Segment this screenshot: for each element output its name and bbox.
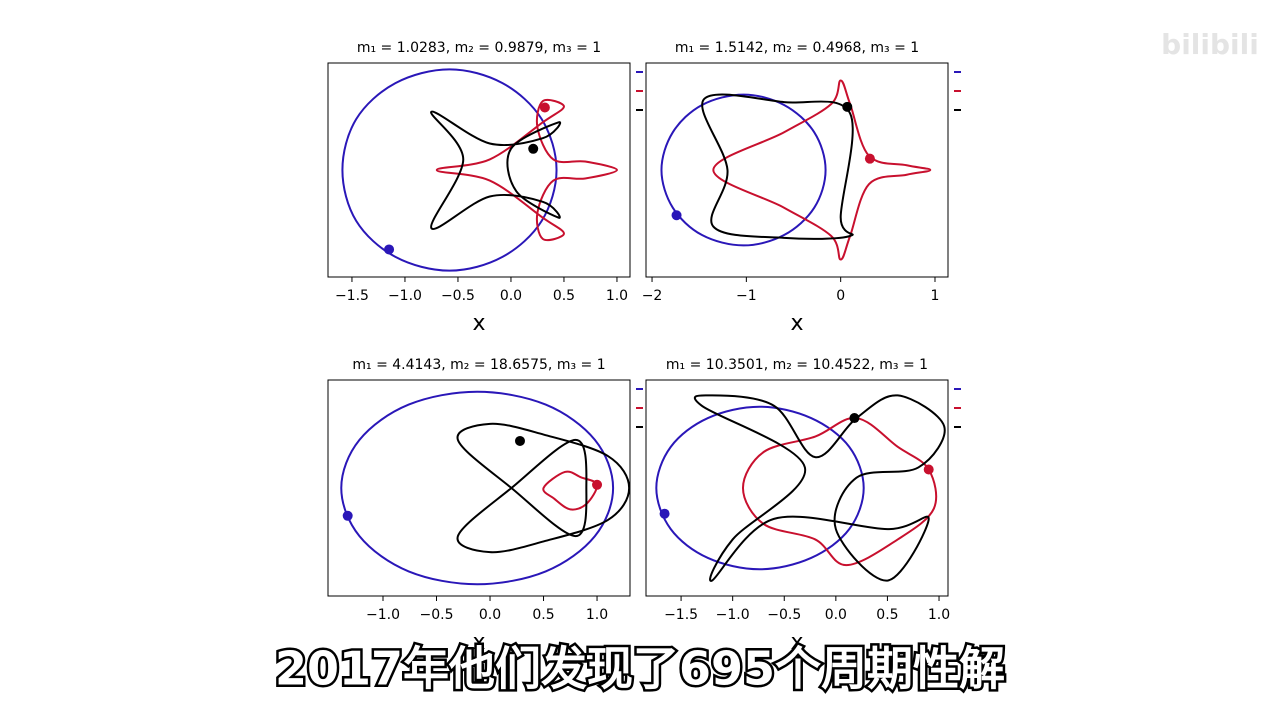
- orbit-path: [655, 405, 865, 571]
- orbit-path: [741, 417, 938, 567]
- x-tick-label: 1.0: [606, 288, 628, 304]
- x-tick-label: 1.0: [586, 607, 608, 623]
- axes-frame: [327, 62, 631, 278]
- body-marker: [849, 413, 860, 424]
- x-tick-label: −1.5: [335, 288, 369, 304]
- watermark: bilibili: [1161, 28, 1259, 61]
- x-tick-label: 0: [836, 288, 845, 304]
- x-axis-label: x: [790, 311, 803, 336]
- body-marker: [528, 143, 539, 154]
- x-tick-label: 0.5: [532, 607, 554, 623]
- plot-title: m₁ = 10.3501, m₂ = 10.4522, m₃ = 1: [666, 357, 928, 373]
- x-tick-label: −0.5: [441, 288, 475, 304]
- plot-title: m₁ = 1.5142, m₂ = 0.4968, m₃ = 1: [675, 40, 919, 56]
- axes-frame: [645, 379, 949, 597]
- body-marker: [659, 508, 670, 519]
- orbit-path: [430, 110, 562, 230]
- x-tick-label: 0.0: [825, 607, 847, 623]
- body-marker: [342, 510, 353, 521]
- x-tick-label: −1.0: [388, 288, 422, 304]
- orbit-path: [435, 98, 618, 242]
- x-tick-label: −1.0: [366, 607, 400, 623]
- plot-title: m₁ = 1.0283, m₂ = 0.9879, m₃ = 1: [357, 40, 601, 56]
- x-tick-label: −0.5: [420, 607, 454, 623]
- body-marker: [864, 153, 875, 164]
- x-tick-label: −0.5: [767, 607, 801, 623]
- axes-frame: [645, 62, 949, 278]
- x-axis-label: x: [472, 630, 485, 655]
- x-tick-label: 1: [931, 288, 940, 304]
- orbit-path: [712, 79, 932, 261]
- body-marker: [514, 435, 525, 446]
- plot-title: m₁ = 4.4143, m₂ = 18.6575, m₃ = 1: [352, 357, 605, 373]
- orbit-path: [660, 93, 827, 247]
- x-tick-label: 1.0: [928, 607, 950, 623]
- body-marker: [671, 210, 682, 221]
- x-tick-label: −1.0: [716, 607, 750, 623]
- x-tick-label: 0.0: [479, 607, 501, 623]
- x-tick-label: 0.5: [553, 288, 575, 304]
- orbit-path: [542, 470, 599, 511]
- x-tick-label: 0.5: [876, 607, 898, 623]
- x-axis-label: x: [790, 630, 803, 655]
- orbit-path: [341, 68, 558, 272]
- body-marker: [539, 102, 550, 113]
- body-marker: [384, 244, 395, 255]
- body-marker: [592, 479, 603, 490]
- x-tick-label: −2: [642, 288, 663, 304]
- body-marker: [923, 464, 934, 475]
- x-tick-label: 0.0: [500, 288, 522, 304]
- orbit-path: [701, 93, 854, 240]
- caption: 2017年他们发现了695个周期性解: [275, 642, 1005, 696]
- orbit-path: [340, 390, 615, 586]
- axes-frame: [327, 379, 631, 597]
- x-tick-label: −1: [736, 288, 757, 304]
- x-tick-label: −1.5: [664, 607, 698, 623]
- x-axis-label: x: [472, 311, 485, 336]
- orbit-path: [456, 422, 631, 554]
- body-marker: [842, 101, 853, 112]
